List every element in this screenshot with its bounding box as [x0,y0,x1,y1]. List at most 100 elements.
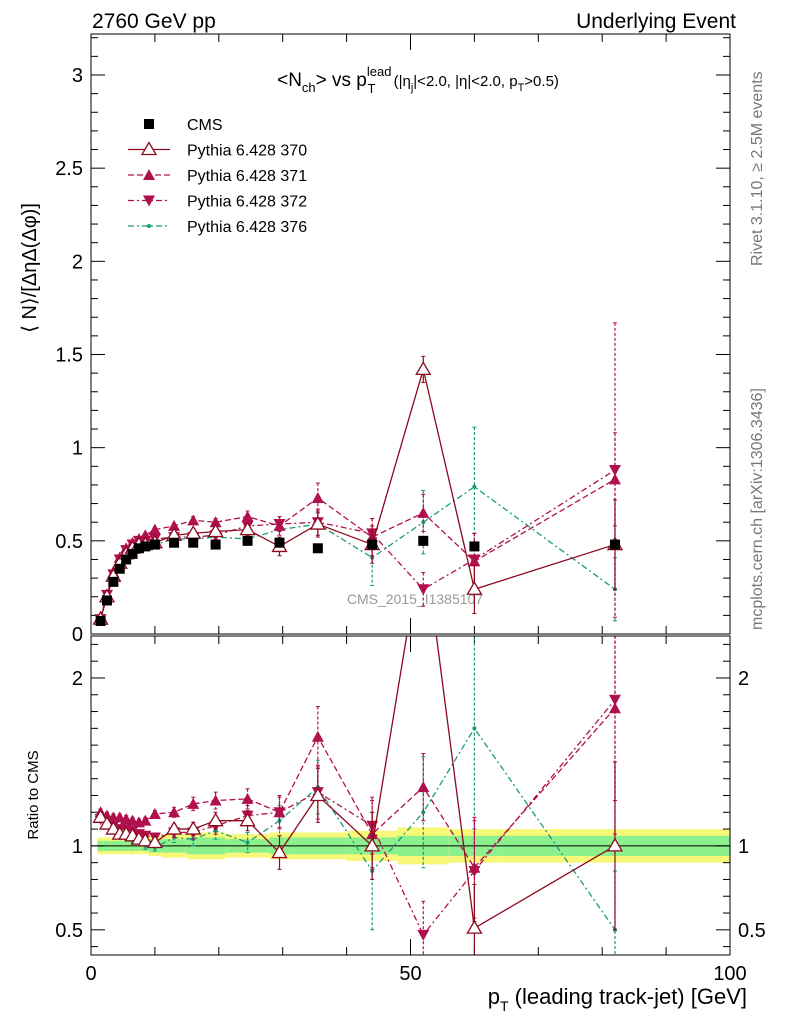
ratio-pythia-6-428-371-point [608,702,621,714]
x-tick-label: 0 [85,963,96,985]
main-pythia-6-428-371-point [148,523,161,535]
main-cms-point [101,595,112,606]
ratio-pythia-6-428-370-point [606,837,624,852]
ratio-y-tick-label: 2 [72,668,83,690]
main-pythia-6-428-370-point [415,361,432,376]
ratio-pythia-6-428-371-point [148,807,161,819]
main-pythia-6-428-370-point [239,521,256,536]
main-pythia-6-428-371-point [417,506,430,518]
ratio-pythia-6-428-372-point [417,929,430,941]
ratio-pythia-6-428-371-point [273,806,286,818]
ratio-pythia-6-428-376-point [421,810,426,815]
main-pythia-6-428-371-point [168,519,181,531]
main-pythia-6-428-371-point [608,473,621,485]
main-data-series [92,322,624,626]
ratio-pythia-6-428-371-point [168,806,181,818]
main-y-tick-label: 2.5 [55,158,83,180]
main-pythia-6-428-371-point [187,514,200,526]
legend-pythia-6-428-370-label: Pythia 6.428 370 [187,143,307,160]
main-pythia-6-428-370-point [207,523,224,538]
main-plot-panel: 0 0.5 1 1.5 2 2.5 3 [55,33,731,646]
ratio-y-tick-label-right: 1 [738,836,749,858]
ratio-pythia-6-428-371-point [139,814,152,826]
main-pythia-6-428-371-point [209,516,222,528]
rivet-version-label: Rivet 3.1.10, ≥ 2.5M events [749,71,766,266]
main-y-tick-label: 1 [72,438,83,460]
ratio-plot-frame [90,635,731,956]
title-part-e: >0.5) [524,73,559,90]
ratio-pythia-6-428-370-point [466,919,483,934]
main-pythia-6-428-370-point [466,580,483,595]
main-cms-point [242,535,253,546]
main-cms-point [274,537,285,548]
ratio-ticks: 0.5 0.5 1 1 2 2 0 50 100 [55,636,766,985]
main-y-tick-label: 0.5 [55,531,83,553]
title-part-b: > vs p [316,70,367,91]
legend: CMS Pythia 6.428 370 Pythia 6.428 371 Pythi… [128,117,307,236]
header-left-label: 2760 GeV pp [92,10,216,33]
ratio-pythia-6-428-371-point [241,792,254,804]
main-cms-point [609,539,620,550]
ratio-pythia-6-428-370-point [165,820,183,835]
title-sub-t: T [367,81,375,96]
main-y-tick-label: 1.5 [55,344,83,366]
ratio-pythia-6-428-370-point [146,834,164,849]
ratio-pythia-6-428-370-point [271,844,288,859]
x-tick-label: 100 [713,963,746,985]
x-axis-label-rest: (leading track-jet) [GeV] [509,984,747,1009]
main-pythia-6-428-371-point [311,491,324,503]
main-cms-point [188,537,199,548]
legend-pythia-6-428-372-marker [143,195,155,207]
main-y-tick-label: 3 [72,65,83,87]
legend-pythia-6-428-376-label: Pythia 6.428 376 [187,219,307,236]
main-plot-frame [90,33,731,635]
ratio-y-tick-label: 0.5 [55,920,83,942]
ratio-pythia-6-428-370-point [92,809,109,823]
main-cms-point [95,615,106,626]
x-axis-label: pT (leading track-jet) [GeV] [488,984,747,1014]
main-pythia-6-428-371-point [468,555,481,567]
title-part-d: |<2.0, |η|<2.0, p [413,73,517,90]
main-pythia-6-428-371-point [139,529,152,541]
ratio-pythia-6-428-376-point [472,726,477,731]
ratio-pythia-6-428-371-point [311,730,324,742]
ratio-pythia-6-428-370-point [137,832,154,847]
legend-pythia-6-428-372-label: Pythia 6.428 372 [187,194,307,211]
ratio-y-tick-label-right: 2 [738,668,749,690]
ratio-pythia-6-428-370-point [185,820,202,835]
mcplots-label: mcplots.cern.ch [arXiv:1306.3436] [749,388,766,630]
legend-pythia-6-428-371-marker [143,169,155,180]
x-axis-label-sub: T [500,998,509,1014]
ratio-pythia-6-428-371-point [468,861,481,873]
main-pythia-6-428-371-point [241,510,254,522]
legend-pythia-6-428-370-marker [140,141,158,156]
main-cms-point [418,535,429,546]
main-cms-point [210,539,221,550]
legend-pythia-6-428-371-label: Pythia 6.428 371 [187,168,307,185]
main-y-tick-label: 0 [72,624,83,646]
main-pythia-6-428-376-point [472,484,477,489]
title-sub-j: j [410,82,413,94]
main-cms-point [114,563,125,574]
ratio-pythia-6-428-376-point [245,840,250,845]
ratio-y-tick-label-right: 0.5 [738,920,766,942]
x-tick-label: 50 [399,963,421,985]
main-pythia-6-428-372-point [417,584,430,596]
ratio-y-axis-label: Ratio to CMS [25,750,42,839]
main-cms-point [133,543,144,554]
ratio-pythia-6-428-370-point [309,787,326,802]
ratio-pythia-6-428-372-point [608,694,621,706]
main-cms-point [140,541,151,552]
ratio-pythia-6-428-371-point [417,781,430,793]
ratio-y-tick-label: 1 [72,836,83,858]
main-cms-point [169,537,180,548]
title-part-a: <N [277,70,302,91]
ratio-pythia-6-428-371-point [209,794,222,806]
ratio-pythia-6-428-370-point [207,812,224,827]
main-pythia-6-428-371-point [273,519,286,531]
title-sub-ch: ch [302,80,316,95]
main-y-tick-label: 2 [72,251,83,273]
legend-pythia-6-428-376-marker [147,224,151,228]
main-cms-point [108,576,119,587]
